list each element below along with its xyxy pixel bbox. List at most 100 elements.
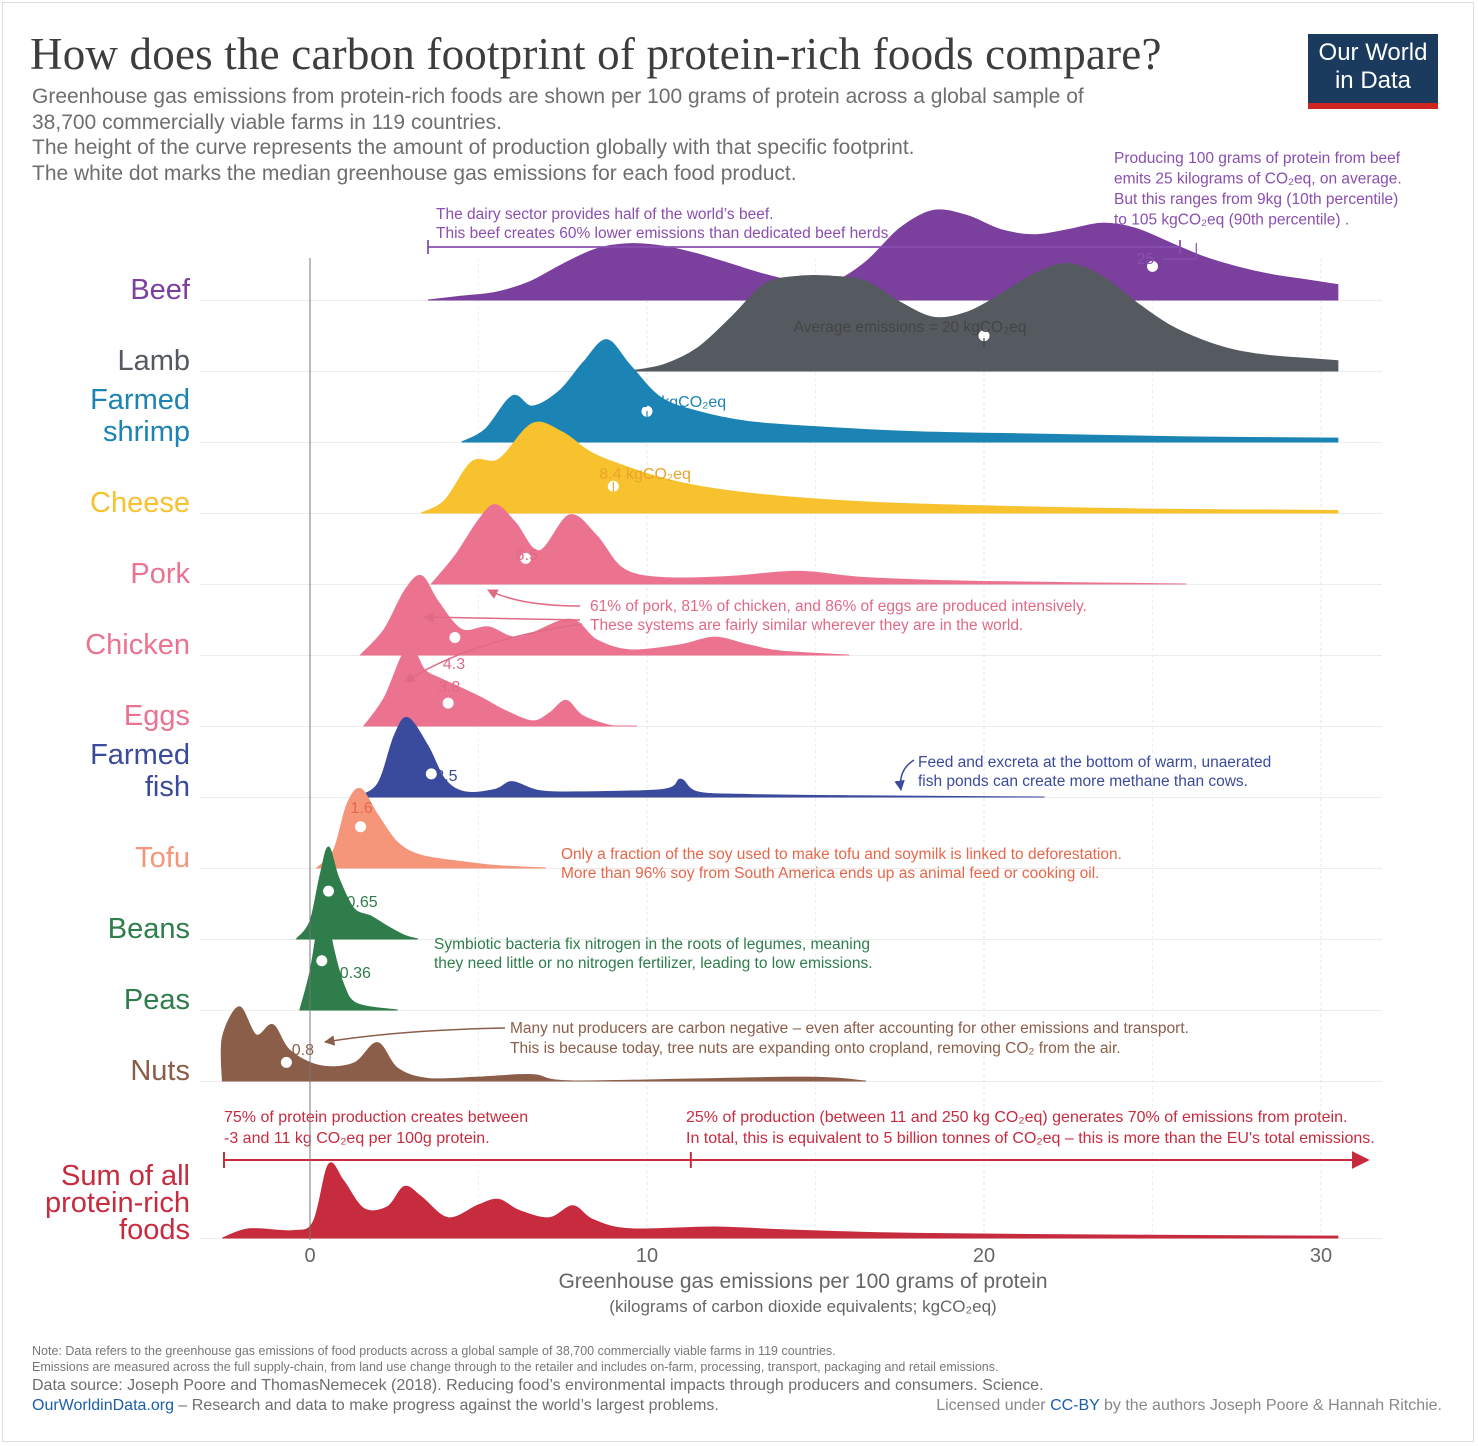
median-label: 3.5 xyxy=(435,768,457,785)
ridge-lamb: Lamb xyxy=(117,262,1339,377)
median-label: -0.8 xyxy=(286,1042,314,1059)
median-label: 0.36 xyxy=(340,965,371,982)
category-label: Cheese xyxy=(90,487,190,519)
license-suffix: by the authors Joseph Poore & Hannah Rit… xyxy=(1099,1397,1442,1414)
median-label: 1.6 xyxy=(351,800,373,817)
ridge-eggs: Eggs xyxy=(124,645,637,732)
category-label: Farmed xyxy=(90,384,190,416)
category-label: Farmed xyxy=(90,739,190,771)
category-label: Sum of all xyxy=(61,1160,190,1192)
density-area xyxy=(353,716,1045,798)
density-area xyxy=(420,421,1339,514)
annotation-text: But this ranges from 9kg (10th percentil… xyxy=(1114,191,1398,208)
ridge-chicken: Chicken xyxy=(85,574,850,661)
median-dot xyxy=(355,821,367,833)
median-dot xyxy=(442,697,454,709)
data-source: Data source: Joseph Poore and ThomasNeme… xyxy=(32,1377,1044,1394)
footer-right: Licensed under CC-BY by the authors Jose… xyxy=(936,1397,1442,1415)
annotation-text: This beef creates 60% lower emissions th… xyxy=(436,225,893,242)
category-label: Eggs xyxy=(124,700,190,732)
density-area xyxy=(461,339,1339,443)
site-link[interactable]: OurWorldinData.org xyxy=(32,1397,174,1414)
category-label: Beans xyxy=(108,913,190,945)
density-area xyxy=(222,1162,1339,1239)
note-line: Note: Data refers to the greenhouse gas … xyxy=(32,1344,836,1358)
annotation-text: 61% of pork, 81% of chicken, and 86% of … xyxy=(590,598,1087,615)
beef-leader xyxy=(1162,243,1197,260)
ridge-tofu: Tofu xyxy=(135,787,546,874)
category-label: protein-rich xyxy=(45,1187,190,1219)
median-dot xyxy=(978,330,990,342)
category-label: Beef xyxy=(130,274,191,306)
chart-title: How does the carbon footprint of protein… xyxy=(30,29,1162,79)
category-label: foods xyxy=(119,1214,190,1246)
density-area xyxy=(315,787,546,869)
annotation-text: In total, this is equivalent to 5 billio… xyxy=(686,1130,1375,1147)
median-dot xyxy=(280,1056,292,1068)
median-dot xyxy=(316,955,328,967)
footer-tagline: – Research and data to make progress aga… xyxy=(173,1397,719,1414)
annotation-text: This is because today, tree nuts are exp… xyxy=(510,1040,1121,1057)
annotation-text: they need little or no nitrogen fertiliz… xyxy=(434,955,873,972)
annotation-text: More than 96% soy from South America end… xyxy=(561,865,1099,882)
ridge-peas: Peas xyxy=(124,906,398,1016)
license-prefix: Licensed under xyxy=(936,1397,1051,1414)
note-line: Emissions are measured across the full s… xyxy=(32,1359,999,1374)
category-label: Nuts xyxy=(130,1055,190,1087)
annotation-text: to 105 kgCO₂eq (90th percentile) . xyxy=(1114,212,1349,229)
median-label: 25 xyxy=(1137,251,1155,268)
x-axis-label: Greenhouse gas emissions per 100 grams o… xyxy=(558,1270,1047,1293)
logo-line: in Data xyxy=(1334,67,1412,94)
median-dot xyxy=(520,552,532,564)
category-label: fish xyxy=(145,771,190,803)
annotation-text: fish ponds can create more methane than … xyxy=(918,773,1248,790)
median-dot xyxy=(323,885,335,897)
x-tick-label: 0 xyxy=(304,1245,315,1267)
category-label: shrimp xyxy=(103,416,190,448)
chart-notes: Note: Data refers to the greenhouse gas … xyxy=(32,1344,998,1375)
subtitle-line: Greenhouse gas emissions from protein-ri… xyxy=(32,85,1084,108)
x-tick-label: 30 xyxy=(1310,1245,1332,1267)
category-label: Pork xyxy=(130,558,190,590)
median-label: 10 kgCO₂eq xyxy=(639,394,726,411)
annotation-text: Symbiotic bacteria fix nitrogen in the r… xyxy=(434,936,870,953)
category-label: Tofu xyxy=(135,842,190,874)
median-label: 6.5 xyxy=(516,547,538,564)
median-dot xyxy=(449,632,461,644)
median-dot xyxy=(1147,260,1158,272)
annotation-text: These systems are fairly similar whereve… xyxy=(590,617,1023,634)
ridge-beef: Beef xyxy=(130,209,1339,306)
license-link[interactable]: CC-BY xyxy=(1050,1397,1100,1414)
subtitle-line: The white dot marks the median greenhous… xyxy=(32,161,797,185)
category-label: Chicken xyxy=(85,629,190,661)
footer-left: OurWorldinData.org – Research and data t… xyxy=(32,1397,719,1415)
owid-logo[interactable]: Our World in Data xyxy=(1308,34,1438,109)
annotation-arrow xyxy=(487,589,581,607)
annotation-text: emits 25 kilograms of CO₂eq, on average. xyxy=(1114,171,1402,188)
median-label: 8.4 kgCO₂eq xyxy=(599,466,691,483)
median-dot xyxy=(425,768,437,780)
logo-line: Our World xyxy=(1318,39,1428,66)
density-area xyxy=(220,1006,867,1082)
annotation-text: The dairy sector provides half of the wo… xyxy=(436,206,773,223)
density-area xyxy=(427,209,1339,301)
density-area xyxy=(362,645,637,727)
annotation-text: Many nut producers are carbon negative –… xyxy=(510,1020,1189,1037)
median-label: 3.8 xyxy=(438,679,460,696)
annotation-arrow xyxy=(422,611,581,623)
subtitle-line: The height of the curve represents the a… xyxy=(32,136,915,159)
annotation-text: 25% of production (between 11 and 250 kg… xyxy=(686,1109,1347,1126)
ridge-nuts: Nuts xyxy=(130,1006,867,1087)
annotation-text: -3 and 11 kg CO₂eq per 100g protein. xyxy=(224,1130,490,1147)
density-area xyxy=(430,504,1187,585)
ridge-pork: Pork xyxy=(130,504,1187,590)
annotation-arrow xyxy=(404,623,583,683)
category-label: Peas xyxy=(124,984,190,1016)
annotation-arrow xyxy=(323,1027,506,1046)
annotation-arrow xyxy=(894,759,915,792)
